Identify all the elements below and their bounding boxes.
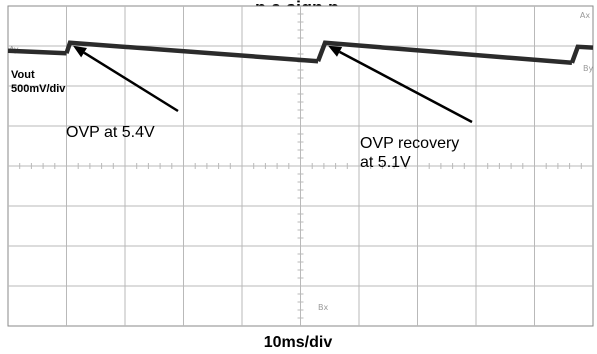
annotation-label: OVP at 5.4V [66,124,155,141]
annotation-arrow-line [83,51,179,113]
annotation-group: OVP at 5.4V OVP recovery at 5.1V [66,45,473,171]
trace-group [7,40,594,66]
time-per-div-label: 10ms/div [264,334,333,351]
annotation-arrowhead [328,45,343,57]
volts-per-div-label: 500mV/div [11,83,66,95]
annotation-arrow-line [338,50,473,124]
cursor-label-by: By [583,64,593,73]
vout-trace-segment [315,40,573,66]
vout-trace-segment [64,40,319,64]
channel-label: Vout [11,69,35,81]
annotation-label: OVP recovery [360,135,459,152]
annotation-label: at 5.1V [360,154,411,171]
annotation-arrowhead [73,45,87,58]
cursor-label-ax: Ax [580,11,590,20]
vout-trace-segment [7,48,67,56]
graticule [8,6,593,326]
vout-trace-segment [569,44,594,64]
cursor-label-bx: Bx [318,303,328,312]
